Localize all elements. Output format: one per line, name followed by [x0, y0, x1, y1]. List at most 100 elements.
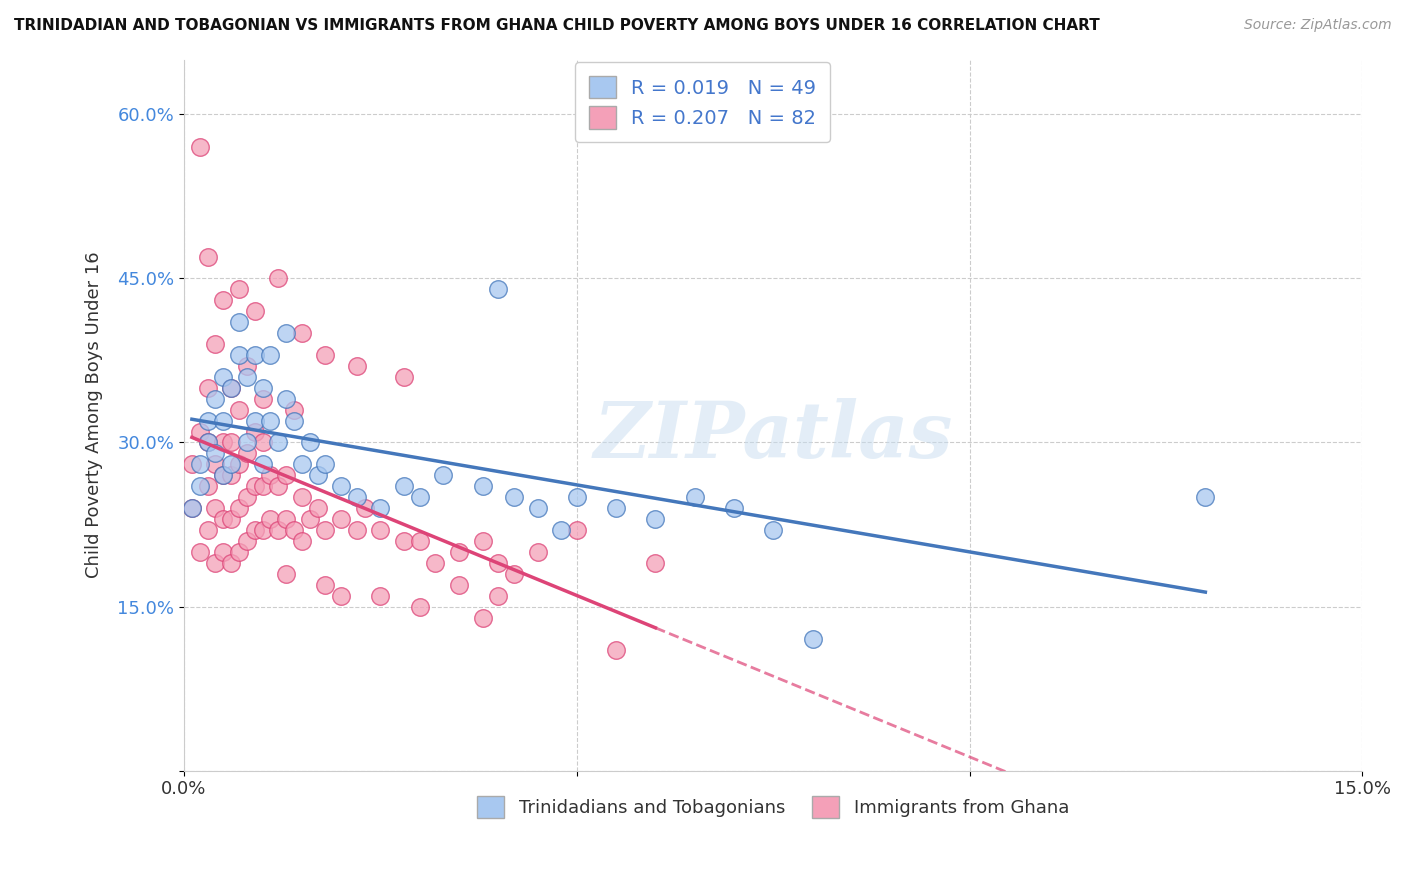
Point	[605, 643, 627, 657]
Point	[314, 578, 336, 592]
Point	[180, 501, 202, 516]
Point	[259, 348, 281, 362]
Point	[346, 359, 368, 373]
Point	[252, 392, 274, 406]
Point	[236, 359, 259, 373]
Point	[204, 501, 226, 516]
Point	[243, 425, 266, 439]
Point	[486, 282, 509, 296]
Point	[188, 425, 211, 439]
Point	[236, 435, 259, 450]
Point	[252, 435, 274, 450]
Point	[267, 435, 290, 450]
Y-axis label: Child Poverty Among Boys Under 16: Child Poverty Among Boys Under 16	[86, 252, 103, 578]
Point	[219, 512, 242, 526]
Point	[212, 435, 235, 450]
Point	[409, 533, 432, 548]
Point	[219, 468, 242, 483]
Point	[219, 381, 242, 395]
Point	[392, 533, 415, 548]
Point	[307, 501, 329, 516]
Point	[197, 250, 219, 264]
Point	[644, 512, 666, 526]
Point	[236, 369, 259, 384]
Point	[291, 326, 314, 340]
Point	[314, 458, 336, 472]
Point	[353, 501, 375, 516]
Point	[432, 468, 454, 483]
Point	[370, 501, 392, 516]
Point	[197, 435, 219, 450]
Point	[605, 501, 627, 516]
Point	[644, 556, 666, 570]
Point	[188, 479, 211, 493]
Point	[447, 578, 470, 592]
Point	[283, 402, 305, 417]
Point	[1194, 490, 1216, 504]
Point	[228, 458, 250, 472]
Point	[188, 545, 211, 559]
Point	[236, 490, 259, 504]
Point	[298, 435, 321, 450]
Point	[471, 610, 494, 624]
Point	[236, 533, 259, 548]
Point	[228, 545, 250, 559]
Point	[243, 304, 266, 318]
Point	[219, 435, 242, 450]
Point	[801, 632, 824, 647]
Point	[392, 479, 415, 493]
Point	[228, 402, 250, 417]
Point	[486, 556, 509, 570]
Point	[212, 512, 235, 526]
Point	[276, 566, 298, 581]
Text: Source: ZipAtlas.com: Source: ZipAtlas.com	[1244, 18, 1392, 32]
Point	[252, 381, 274, 395]
Point	[180, 458, 202, 472]
Point	[188, 140, 211, 154]
Text: ZIPatlas: ZIPatlas	[593, 398, 953, 475]
Point	[683, 490, 706, 504]
Point	[212, 369, 235, 384]
Point	[212, 468, 235, 483]
Point	[188, 458, 211, 472]
Point	[252, 479, 274, 493]
Point	[283, 414, 305, 428]
Point	[197, 523, 219, 537]
Point	[267, 523, 290, 537]
Point	[330, 479, 353, 493]
Point	[565, 490, 588, 504]
Point	[228, 282, 250, 296]
Point	[291, 490, 314, 504]
Point	[346, 490, 368, 504]
Point	[197, 381, 219, 395]
Point	[330, 512, 353, 526]
Point	[212, 545, 235, 559]
Point	[236, 446, 259, 460]
Point	[370, 589, 392, 603]
Legend: Trinidadians and Tobagonians, Immigrants from Ghana: Trinidadians and Tobagonians, Immigrants…	[470, 789, 1077, 826]
Point	[204, 392, 226, 406]
Point	[243, 414, 266, 428]
Point	[252, 458, 274, 472]
Point	[259, 468, 281, 483]
Point	[314, 523, 336, 537]
Point	[283, 523, 305, 537]
Point	[298, 512, 321, 526]
Point	[197, 435, 219, 450]
Point	[252, 523, 274, 537]
Point	[550, 523, 572, 537]
Point	[346, 523, 368, 537]
Point	[471, 479, 494, 493]
Point	[259, 414, 281, 428]
Point	[219, 381, 242, 395]
Point	[565, 523, 588, 537]
Point	[471, 533, 494, 548]
Point	[409, 490, 432, 504]
Point	[291, 533, 314, 548]
Point	[276, 392, 298, 406]
Point	[259, 512, 281, 526]
Point	[503, 566, 526, 581]
Point	[267, 271, 290, 285]
Point	[228, 501, 250, 516]
Point	[212, 468, 235, 483]
